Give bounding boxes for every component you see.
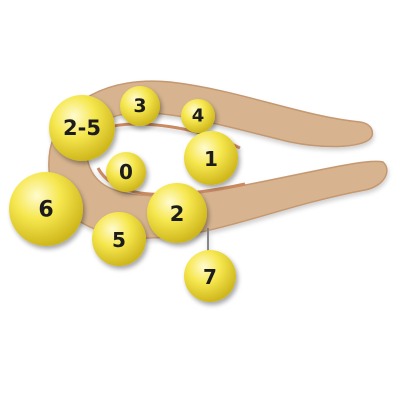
- node-label-2: 2: [170, 202, 185, 226]
- node-ball-7: 7: [184, 250, 236, 302]
- node-ball-3: 3: [120, 86, 160, 126]
- node-label-7: 7: [203, 265, 217, 289]
- node-ball-6: 6: [9, 172, 83, 246]
- node-label-0: 0: [119, 160, 133, 184]
- node-ball-4: 4: [181, 99, 215, 133]
- node-ball-0: 0: [106, 152, 146, 192]
- node-label-1: 1: [204, 147, 218, 171]
- node-label-2-5: 2-5: [63, 116, 101, 140]
- node-label-5: 5: [112, 228, 126, 252]
- node-label-4: 4: [192, 106, 205, 127]
- node-ball-1: 1: [184, 131, 238, 185]
- node-ball-5: 5: [92, 212, 146, 266]
- node-label-3: 3: [133, 95, 146, 117]
- inner-line-bottom: [96, 167, 246, 196]
- node-label-6: 6: [38, 198, 53, 223]
- node-ball-2: 2: [147, 183, 207, 243]
- node-ball-2-5: 2-5: [49, 95, 115, 161]
